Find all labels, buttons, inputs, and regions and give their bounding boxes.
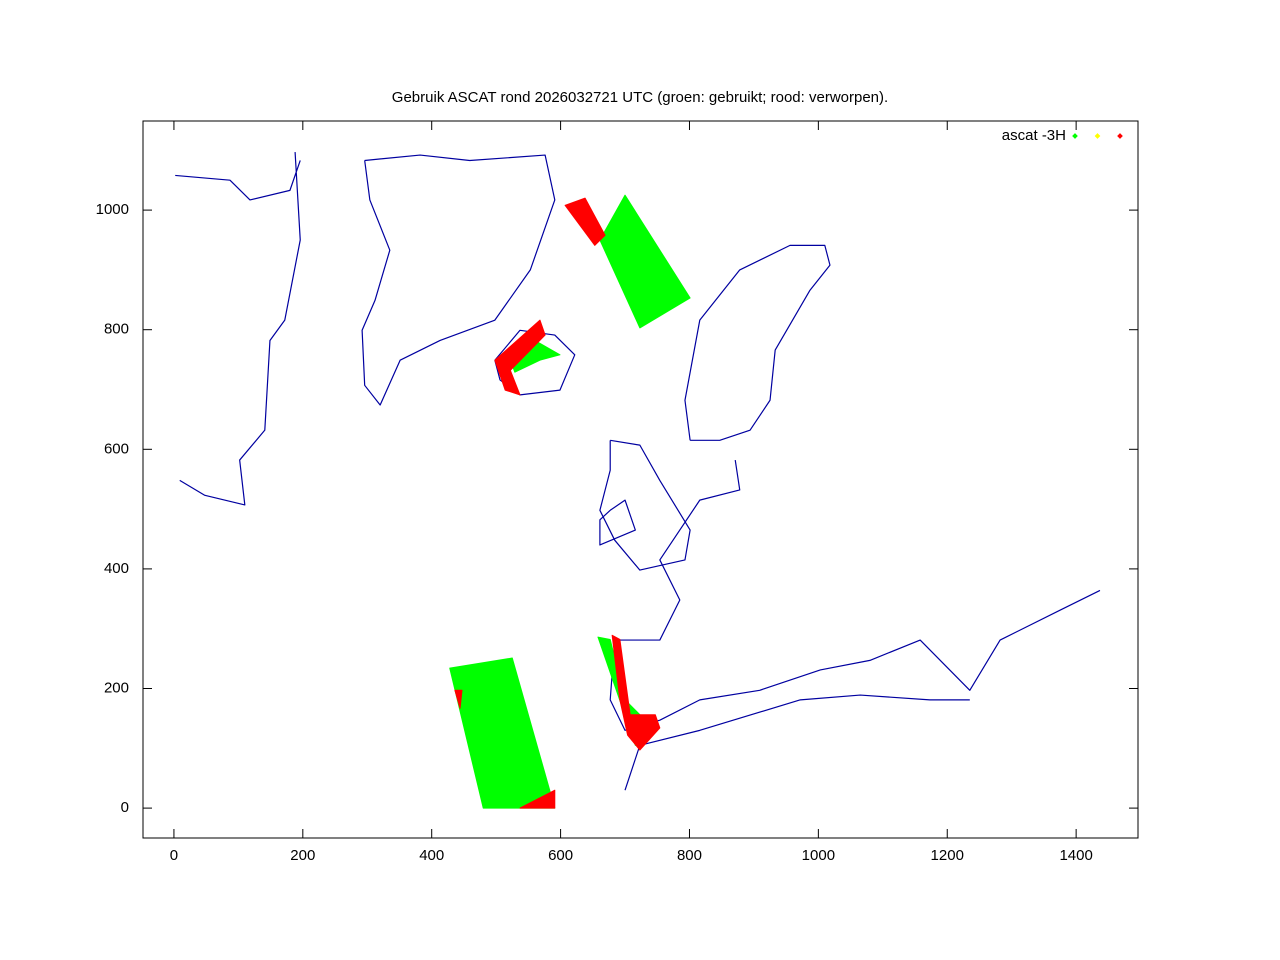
- legend-marker: [1072, 133, 1078, 139]
- y-tick-label: 800: [104, 321, 129, 338]
- coastline: [175, 152, 1101, 791]
- y-tick-label: 0: [121, 799, 129, 816]
- x-tick-label: 0: [170, 847, 178, 864]
- legend-marker: [1094, 133, 1101, 139]
- y-tick-label: 600: [104, 440, 129, 457]
- x-tick-label: 800: [677, 847, 702, 864]
- x-tick-label: 400: [419, 847, 444, 864]
- y-tick-label: 400: [104, 560, 129, 577]
- legend-marker: [1117, 133, 1123, 139]
- x-tick-label: 200: [290, 847, 315, 864]
- plot-frame: [142, 120, 1139, 839]
- x-tick-label: 1000: [802, 847, 835, 864]
- y-tick-label: 200: [104, 679, 129, 696]
- ascat-area: [454, 197, 661, 809]
- x-tick-label: 1400: [1059, 847, 1092, 864]
- x-tick-label: 600: [548, 847, 573, 864]
- x-tick-label: 1200: [931, 847, 964, 864]
- chart-title: Gebruik ASCAT rond 2026032721 UTC (groen…: [392, 89, 888, 106]
- legend-label: ascat -3H: [1002, 127, 1066, 144]
- y-tick-label: 1000: [96, 201, 129, 218]
